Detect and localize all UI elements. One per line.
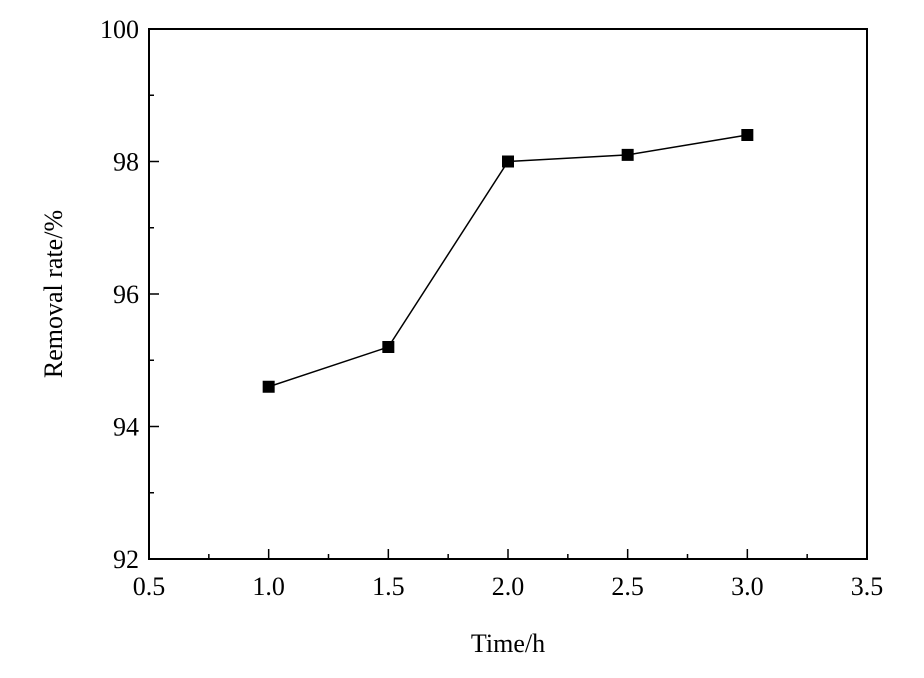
plot-frame [148, 28, 868, 560]
tick-labels: 0.5 1.0 1.5 2.0 2.5 3.0 3.5 92 94 96 98 100 [100, 15, 883, 601]
axis-ticks [148, 28, 868, 560]
x-axis-title: Time/h [471, 629, 545, 658]
data-point [741, 129, 754, 141]
y-tick-label: 94 [113, 413, 139, 442]
data-points [262, 129, 754, 393]
data-point [621, 148, 634, 161]
data-point [382, 341, 395, 353]
x-tick-label: 2.5 [611, 572, 644, 601]
y-tick-label: 96 [113, 280, 139, 309]
y-tick-label: 98 [113, 148, 139, 177]
x-tick-label: 0.5 [133, 572, 166, 601]
data-point [502, 155, 514, 168]
data-point [262, 380, 275, 393]
x-tick-label: 1.5 [372, 572, 405, 601]
series-line [268, 134, 748, 388]
y-tick-label: 100 [100, 15, 139, 44]
x-tick-label: 3.5 [851, 572, 884, 601]
x-tick-label: 2.0 [492, 572, 525, 601]
x-tick-label: 3.0 [731, 572, 764, 601]
y-tick-label: 92 [113, 545, 139, 574]
x-tick-label: 1.0 [252, 572, 285, 601]
y-axis-title: Removal rate/% [39, 210, 68, 378]
